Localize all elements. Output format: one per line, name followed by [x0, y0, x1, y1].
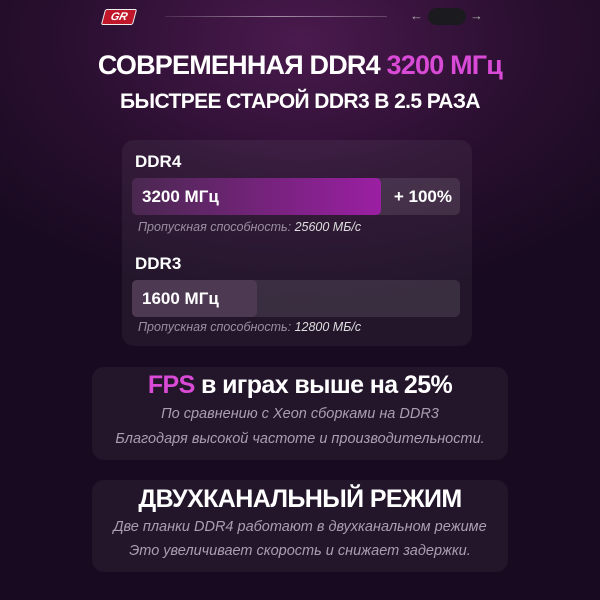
dual-channel-line-2: Это увеличивает скорость и снижает задер… — [129, 543, 471, 559]
divider-line — [165, 16, 387, 17]
ddr4-label: DDR4 — [135, 152, 182, 171]
fps-line-1: По сравнению с Xeon сборками на DDR3 — [161, 406, 439, 422]
brand-logo: GR — [100, 9, 138, 25]
slider-pill[interactable] — [428, 8, 466, 25]
dual-channel-card — [92, 480, 508, 572]
ddr4-bar-fill — [132, 178, 382, 215]
ddr3-bar-fill — [132, 280, 257, 317]
headline-main: СОВРЕМЕННАЯ DDR4 — [97, 50, 387, 80]
ddr4-bar: 3200 МГц + 100% — [132, 178, 460, 215]
ddr4-caption: Пропускная способность: 25600 МБ/с — [138, 220, 361, 234]
dual-channel-title: ДВУХКАНАЛЬНЫЙ РЕЖИМ — [138, 485, 462, 513]
fps-line-2: Благодаря высокой частоте и производител… — [115, 431, 485, 447]
fps-title: FPS в играх выше на 25% — [92, 371, 508, 400]
headline: СОВРЕМЕННАЯ DDR4 3200 МГц — [0, 50, 600, 81]
ddr3-label: DDR3 — [135, 254, 182, 273]
ddr3-bar: 1600 МГц — [132, 280, 460, 317]
fps-card — [92, 367, 508, 460]
headline-accent: 3200 МГц — [386, 50, 503, 80]
logo-text: GR — [109, 11, 129, 23]
ddr4-caption-value: 25600 МБ/с — [294, 220, 362, 234]
ddr4-value: 3200 МГц — [142, 187, 219, 206]
ddr4-caption-label: Пропускная способность: — [138, 220, 295, 234]
ddr3-caption-label: Пропускная способность: — [138, 320, 295, 334]
ddr3-caption-value: 12800 МБ/с — [294, 320, 362, 334]
ddr3-caption: Пропускная способность: 12800 МБ/с — [138, 320, 361, 334]
arrow-right-icon[interactable]: → — [470, 8, 483, 23]
fps-title-accent: FPS — [147, 371, 195, 399]
subheadline: БЫСТРЕЕ СТАРОЙ DDR3 В 2.5 РАЗА — [120, 90, 481, 113]
ddr3-value: 1600 МГц — [142, 289, 219, 308]
dual-channel-line-1: Две планки DDR4 работают в двухканальном… — [113, 519, 487, 535]
ddr4-badge: + 100% — [393, 187, 452, 206]
arrow-left-icon[interactable]: ← — [410, 8, 423, 23]
fps-title-main: в играх выше на 25% — [194, 371, 453, 399]
